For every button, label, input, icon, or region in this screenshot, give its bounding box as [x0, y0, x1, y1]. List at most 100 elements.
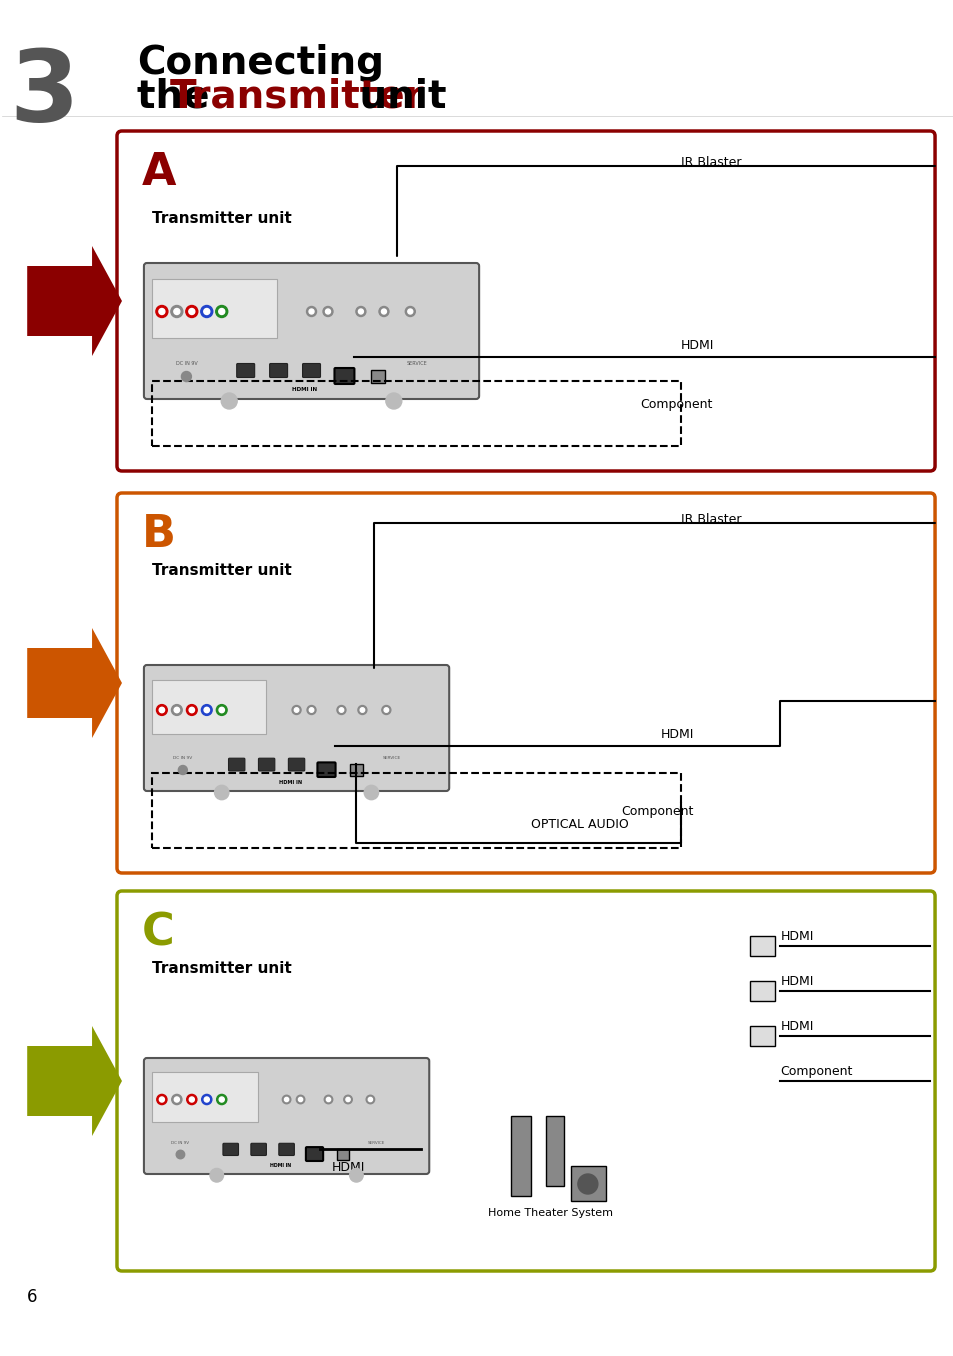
Text: DC IN 9V: DC IN 9V	[173, 757, 193, 759]
FancyBboxPatch shape	[302, 363, 320, 377]
Circle shape	[324, 1096, 333, 1104]
Text: Component: Component	[640, 399, 713, 411]
Circle shape	[346, 1097, 350, 1101]
Circle shape	[204, 309, 210, 315]
Text: Transmitter unit: Transmitter unit	[152, 212, 292, 226]
Circle shape	[159, 309, 165, 315]
Text: HDMI: HDMI	[331, 1161, 364, 1174]
Text: HDMI: HDMI	[780, 975, 813, 989]
Polygon shape	[28, 245, 122, 357]
Circle shape	[186, 305, 197, 317]
Circle shape	[219, 1097, 224, 1102]
Text: the: the	[137, 79, 223, 117]
Bar	[511, 1116, 531, 1196]
Circle shape	[366, 1096, 375, 1104]
Text: C: C	[142, 911, 174, 955]
Circle shape	[357, 705, 367, 715]
Bar	[336, 1149, 349, 1159]
Text: unit: unit	[346, 79, 446, 117]
FancyBboxPatch shape	[117, 132, 934, 471]
Circle shape	[173, 309, 180, 315]
Circle shape	[381, 309, 386, 315]
FancyBboxPatch shape	[144, 263, 478, 399]
Circle shape	[306, 306, 316, 316]
Text: Component: Component	[620, 805, 693, 818]
Text: Transmitter unit: Transmitter unit	[152, 961, 292, 976]
Circle shape	[378, 306, 389, 316]
Text: Connecting: Connecting	[137, 43, 383, 81]
Circle shape	[155, 305, 168, 317]
Circle shape	[186, 705, 197, 716]
Bar	[152, 773, 679, 848]
Text: A: A	[142, 151, 176, 194]
Text: Component: Component	[780, 1064, 852, 1078]
Circle shape	[309, 309, 314, 315]
Circle shape	[178, 766, 187, 774]
Circle shape	[201, 1094, 212, 1105]
Circle shape	[189, 309, 194, 315]
Text: Home Theater System: Home Theater System	[488, 1208, 613, 1218]
Bar	[750, 980, 775, 1001]
Bar	[152, 679, 265, 734]
FancyBboxPatch shape	[223, 1143, 238, 1155]
Circle shape	[298, 1097, 302, 1101]
Circle shape	[204, 708, 210, 713]
FancyBboxPatch shape	[288, 758, 304, 772]
Text: SERVICE: SERVICE	[406, 361, 427, 366]
Text: IR Blaster: IR Blaster	[679, 513, 740, 526]
Circle shape	[174, 1097, 179, 1102]
Circle shape	[385, 393, 401, 410]
Circle shape	[174, 708, 179, 713]
Text: HDMI: HDMI	[780, 930, 813, 942]
FancyBboxPatch shape	[317, 762, 335, 777]
Circle shape	[407, 309, 413, 315]
Circle shape	[200, 305, 213, 317]
Circle shape	[284, 1097, 289, 1101]
Circle shape	[309, 708, 314, 712]
FancyBboxPatch shape	[144, 664, 449, 791]
Bar	[350, 765, 363, 776]
Circle shape	[201, 705, 212, 716]
FancyBboxPatch shape	[306, 1147, 323, 1161]
FancyBboxPatch shape	[117, 494, 934, 873]
Circle shape	[294, 708, 298, 712]
Circle shape	[282, 1096, 291, 1104]
Circle shape	[296, 1096, 304, 1104]
Bar	[750, 936, 775, 956]
Circle shape	[578, 1174, 598, 1195]
Circle shape	[384, 708, 388, 712]
Circle shape	[339, 708, 343, 712]
Circle shape	[181, 372, 192, 381]
Circle shape	[189, 708, 194, 713]
FancyBboxPatch shape	[236, 363, 254, 377]
Polygon shape	[28, 628, 122, 738]
Circle shape	[364, 785, 378, 800]
Text: 3: 3	[10, 46, 79, 142]
Bar	[545, 1116, 563, 1186]
Text: OPTICAL AUDIO: OPTICAL AUDIO	[531, 818, 628, 831]
Text: HDMI: HDMI	[679, 339, 713, 353]
Circle shape	[358, 309, 363, 315]
Circle shape	[292, 705, 301, 715]
Circle shape	[159, 708, 165, 713]
Circle shape	[171, 305, 183, 317]
Polygon shape	[28, 1026, 122, 1136]
FancyBboxPatch shape	[117, 891, 934, 1271]
Circle shape	[172, 1094, 182, 1105]
Circle shape	[187, 1094, 196, 1105]
Circle shape	[156, 1094, 167, 1105]
Circle shape	[221, 393, 237, 410]
Circle shape	[336, 705, 346, 715]
Circle shape	[214, 785, 229, 800]
Text: Transmitter unit: Transmitter unit	[152, 563, 292, 578]
Text: DC IN 9V: DC IN 9V	[172, 1142, 190, 1146]
FancyBboxPatch shape	[251, 1143, 266, 1155]
Text: Transmitter: Transmitter	[170, 79, 424, 117]
Circle shape	[323, 306, 333, 316]
Circle shape	[156, 705, 167, 716]
Circle shape	[219, 708, 224, 713]
Text: HDMI IN: HDMI IN	[292, 386, 317, 392]
Text: 6: 6	[28, 1288, 38, 1306]
Bar	[152, 381, 679, 446]
Circle shape	[218, 309, 225, 315]
